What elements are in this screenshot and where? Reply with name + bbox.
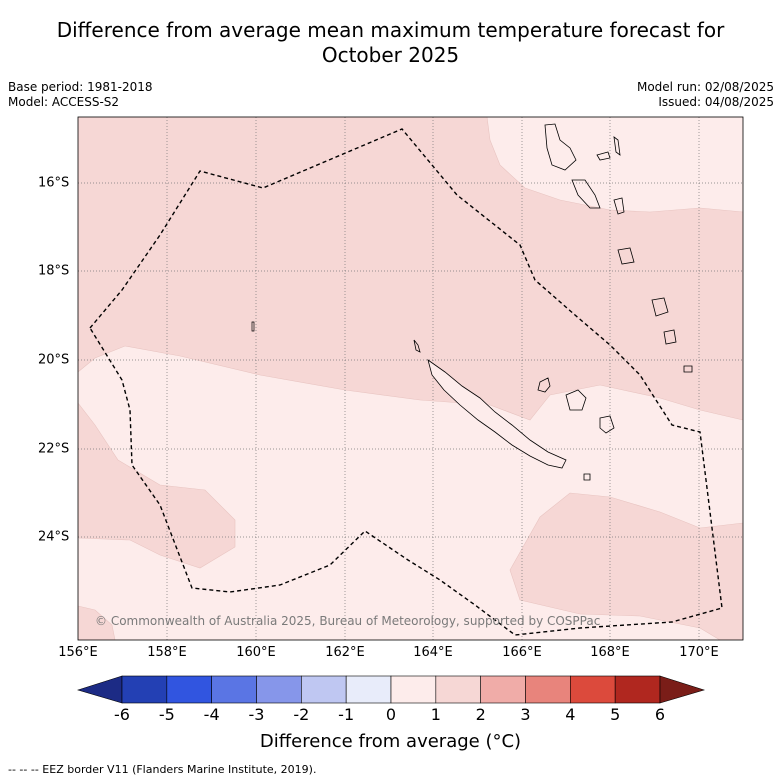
colorbar-cells	[121, 675, 661, 704]
erromango-island	[651, 297, 669, 317]
lifou-island	[565, 389, 587, 411]
x-tick-162e: 162°E	[325, 645, 365, 660]
chesterfield-islands	[251, 321, 255, 332]
colorbar-tick: -2	[293, 705, 310, 724]
espiritu-santo	[544, 123, 577, 171]
y-tick-20s: 20°S	[38, 352, 70, 368]
anomaly-zone-1-2-corner	[78, 605, 116, 640]
map-title: Difference from average mean maximum tem…	[0, 18, 781, 68]
belep-islands	[413, 339, 421, 353]
colorbar-tick: 5	[610, 705, 621, 724]
colorbar-cell	[435, 675, 481, 704]
eez-legend-note: -- -- -- EEZ border V11 (Flanders Marine…	[8, 763, 317, 776]
colorbar-tick: -1	[338, 705, 355, 724]
x-tick-156e: 156°E	[58, 645, 98, 660]
colorbar-tick: 2	[475, 705, 486, 724]
map-area	[78, 117, 743, 640]
x-tick-160e: 160°E	[236, 645, 276, 660]
y-tick-24s: 24°S	[38, 529, 70, 545]
colorbar-tick: 6	[654, 705, 666, 724]
y-tick-18s: 18°S	[38, 263, 70, 279]
colorbar	[76, 675, 706, 704]
maewo-island	[596, 151, 611, 161]
colorbar-cell	[614, 675, 661, 704]
colorbar-cell	[480, 675, 526, 704]
x-tick-158e: 158°E	[147, 645, 187, 660]
colorbar-tick: 0	[385, 705, 397, 724]
anomaly-zone-1-2-sw	[78, 402, 236, 569]
mare-island	[599, 415, 615, 434]
colorbar-tick: 1	[430, 705, 441, 724]
colorbar-tick: 4	[565, 705, 576, 724]
colorbar-cell	[390, 675, 437, 704]
y-tick-16s: 16°S	[38, 175, 70, 191]
colorbar-tick: 3	[520, 705, 531, 724]
model-run: Model run: 02/08/2025	[636, 80, 774, 94]
gridlines	[78, 117, 743, 640]
efate-island	[617, 247, 635, 265]
colorbar-cell	[570, 675, 616, 704]
x-tick-170e: 170°E	[679, 645, 719, 660]
ouvea-island	[537, 377, 551, 393]
map-frame	[77, 116, 744, 641]
title-line-2: October 2025	[321, 43, 460, 67]
colorbar-tick: -5	[158, 705, 175, 724]
title-line-1: Difference from average mean maximum tem…	[56, 18, 725, 42]
colorbar-cell	[301, 675, 347, 704]
isle-of-pines	[583, 473, 591, 481]
colorbar-cell	[166, 675, 212, 704]
colorbar-tick: -4	[203, 705, 220, 724]
copyright-notice: © Commonwealth of Australia 2025, Bureau…	[95, 614, 601, 628]
colorbar-cell	[345, 675, 392, 704]
x-tick-168e: 168°E	[590, 645, 630, 660]
model-name: Model: ACCESS-S2	[8, 95, 120, 109]
meta-right: Model run: 02/08/2025 Issued: 04/08/2025	[637, 80, 774, 110]
colorbar-tick: -6	[114, 705, 130, 724]
x-tick-166e: 166°E	[502, 645, 542, 660]
epi-island	[613, 197, 625, 215]
meta-left: Base period: 1981-2018 Model: ACCESS-S2	[8, 80, 153, 110]
issued-date: Issued: 04/08/2025	[658, 95, 774, 109]
y-tick-22s: 22°S	[38, 441, 70, 457]
new-caledonia-island	[427, 359, 567, 469]
colorbar-cell	[256, 675, 302, 704]
base-period: Base period: 1981-2018	[8, 80, 153, 94]
eez-border	[89, 128, 723, 636]
colorbar-cell	[525, 675, 571, 704]
pentecost-island	[613, 136, 621, 156]
x-tick-164e: 164°E	[413, 645, 453, 660]
colorbar-tick: -3	[248, 705, 265, 724]
colorbar-extend-low	[76, 675, 123, 704]
colorbar-cell	[211, 675, 257, 704]
aneityum-island	[683, 365, 693, 373]
colorbar-extend-high	[659, 675, 706, 704]
malakula-island	[571, 179, 601, 209]
tanna-island	[663, 329, 677, 345]
colorbar-label: Difference from average (°C)	[259, 731, 522, 752]
colorbar-cell	[121, 675, 168, 704]
